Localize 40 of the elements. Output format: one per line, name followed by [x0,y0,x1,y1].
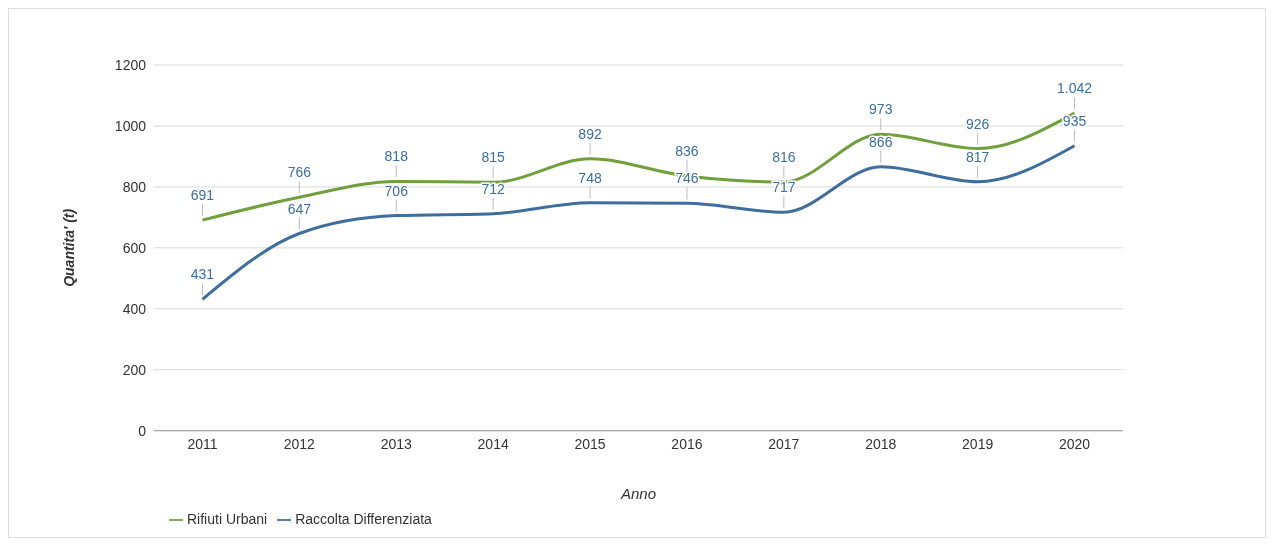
y-tick-label: 1000 [114,117,147,134]
data-label: 935 [1062,112,1087,129]
x-tick-label: 2020 [1058,435,1091,452]
data-label: 973 [869,101,893,118]
y-tick-label: 600 [122,239,147,256]
y-tick-label: 0 [138,422,147,439]
x-tick-label: 2018 [865,435,897,452]
x-tick-label: 2016 [671,435,703,452]
data-label: 748 [578,169,602,186]
data-label: 706 [384,182,409,199]
data-label: 717 [772,179,796,196]
x-tick-label: 2013 [380,435,413,452]
x-axis-title: Anno [619,484,657,502]
data-label: 691 [190,187,215,204]
data-label: 1.042 [1057,80,1093,97]
x-tick-label: 2019 [962,435,994,452]
data-label: 818 [384,148,409,165]
x-tick-label: 2014 [477,435,509,452]
data-label: 766 [287,164,312,181]
x-tick-label: 2012 [283,435,316,452]
data-label: 712 [481,180,506,197]
x-tick-label: 2015 [574,435,606,452]
x-tick-label: 2017 [768,435,800,452]
legend-label: Raccolta Differenziata [295,510,432,527]
y-tick-label: 200 [122,361,147,378]
y-tick-label: 800 [122,178,147,195]
data-label: 817 [965,148,990,165]
data-label: 836 [675,142,699,159]
data-label: 866 [869,133,893,150]
data-label: 647 [287,200,312,217]
data-label: 815 [481,149,506,166]
legend-label: Rifiuti Urbani [187,510,268,527]
y-tick-label: 400 [122,300,147,317]
x-tick-label: 2011 [187,435,218,452]
data-label: 892 [578,125,602,142]
y-tick-label: 1200 [114,56,147,73]
data-label: 431 [190,266,215,283]
y-axis-title: Quantita' (t) [60,208,77,287]
data-label: 926 [965,115,990,132]
data-label: 816 [772,149,796,166]
